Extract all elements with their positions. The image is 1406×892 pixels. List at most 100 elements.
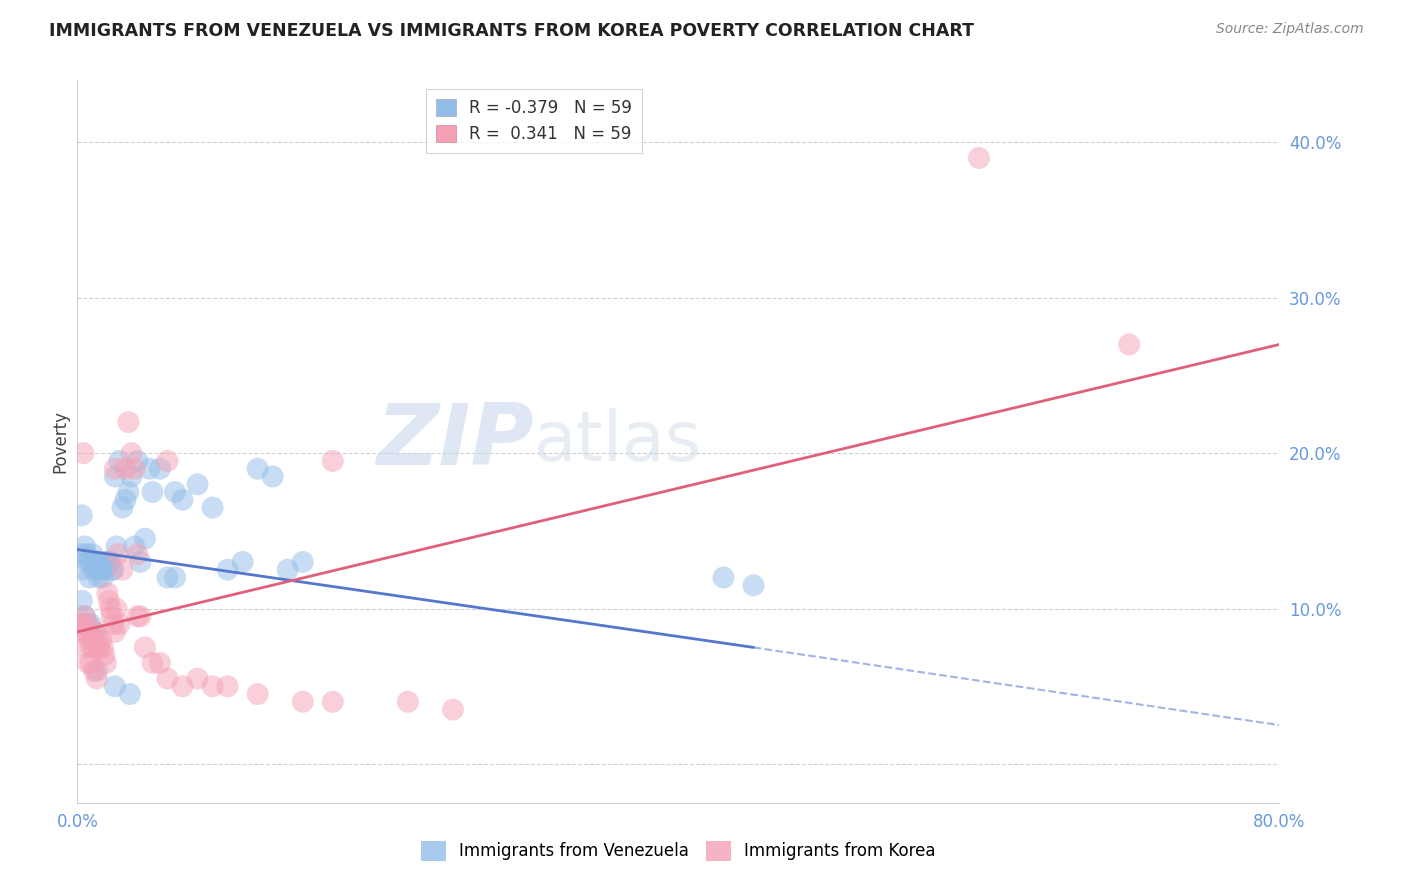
Point xyxy=(84,624,107,639)
Point xyxy=(114,492,136,507)
Point xyxy=(90,563,112,577)
Point xyxy=(103,617,125,632)
Point xyxy=(129,609,152,624)
Point xyxy=(742,578,765,592)
Point xyxy=(70,508,93,523)
Point xyxy=(156,570,179,584)
Point xyxy=(108,617,131,632)
Point xyxy=(100,601,122,615)
Point xyxy=(82,547,104,561)
Point xyxy=(96,555,118,569)
Point xyxy=(72,624,94,639)
Point xyxy=(967,151,990,165)
Point xyxy=(94,656,117,670)
Point xyxy=(75,624,97,639)
Point xyxy=(86,672,108,686)
Point xyxy=(93,648,115,663)
Point xyxy=(86,664,108,678)
Point xyxy=(100,555,122,569)
Point xyxy=(172,679,194,693)
Point xyxy=(129,555,152,569)
Point xyxy=(127,609,149,624)
Point xyxy=(163,570,186,584)
Point xyxy=(120,446,142,460)
Point xyxy=(322,695,344,709)
Point xyxy=(90,632,112,647)
Point xyxy=(79,570,101,584)
Text: IMMIGRANTS FROM VENEZUELA VS IMMIGRANTS FROM KOREA POVERTY CORRELATION CHART: IMMIGRANTS FROM VENEZUELA VS IMMIGRANTS … xyxy=(49,22,974,40)
Point xyxy=(107,547,129,561)
Point xyxy=(101,609,124,624)
Point xyxy=(104,679,127,693)
Point xyxy=(87,570,110,584)
Point xyxy=(97,594,120,608)
Point xyxy=(76,555,98,569)
Point xyxy=(86,632,108,647)
Text: atlas: atlas xyxy=(534,408,702,475)
Point xyxy=(86,563,108,577)
Point xyxy=(441,702,464,716)
Point xyxy=(127,547,149,561)
Point xyxy=(186,672,209,686)
Point xyxy=(138,461,160,475)
Point xyxy=(201,500,224,515)
Point xyxy=(1118,337,1140,351)
Point xyxy=(73,609,96,624)
Point xyxy=(111,500,134,515)
Point xyxy=(149,461,172,475)
Point xyxy=(83,664,105,678)
Point xyxy=(120,469,142,483)
Point xyxy=(80,617,103,632)
Point xyxy=(105,601,128,615)
Point xyxy=(87,640,110,655)
Point xyxy=(156,672,179,686)
Text: ZIP: ZIP xyxy=(377,400,534,483)
Point xyxy=(104,461,127,475)
Point xyxy=(124,540,146,554)
Point xyxy=(84,555,107,569)
Point xyxy=(70,594,93,608)
Point xyxy=(80,555,103,569)
Point xyxy=(70,617,93,632)
Point xyxy=(73,640,96,655)
Point xyxy=(76,656,98,670)
Y-axis label: Poverty: Poverty xyxy=(51,410,69,473)
Point xyxy=(83,624,105,639)
Point xyxy=(70,617,93,632)
Point xyxy=(73,540,96,554)
Point xyxy=(217,679,239,693)
Point xyxy=(72,446,94,460)
Point xyxy=(94,555,117,569)
Point xyxy=(117,485,139,500)
Point xyxy=(72,563,94,577)
Point xyxy=(163,485,186,500)
Point xyxy=(201,679,224,693)
Point xyxy=(134,532,156,546)
Point xyxy=(108,454,131,468)
Point xyxy=(83,563,105,577)
Point xyxy=(104,624,127,639)
Point xyxy=(232,555,254,569)
Text: Source: ZipAtlas.com: Source: ZipAtlas.com xyxy=(1216,22,1364,37)
Point xyxy=(76,617,98,632)
Legend: Immigrants from Venezuela, Immigrants from Korea: Immigrants from Venezuela, Immigrants fr… xyxy=(415,834,942,868)
Point xyxy=(91,570,114,584)
Point xyxy=(76,617,98,632)
Point xyxy=(246,687,269,701)
Point xyxy=(277,563,299,577)
Point xyxy=(89,555,111,569)
Point xyxy=(322,454,344,468)
Point xyxy=(75,547,97,561)
Point xyxy=(291,555,314,569)
Point xyxy=(97,555,120,569)
Point xyxy=(80,656,103,670)
Point xyxy=(291,695,314,709)
Point xyxy=(134,640,156,655)
Point xyxy=(172,492,194,507)
Point xyxy=(124,461,146,475)
Point xyxy=(396,695,419,709)
Point xyxy=(83,640,105,655)
Point xyxy=(82,632,104,647)
Point xyxy=(80,640,103,655)
Point xyxy=(246,461,269,475)
